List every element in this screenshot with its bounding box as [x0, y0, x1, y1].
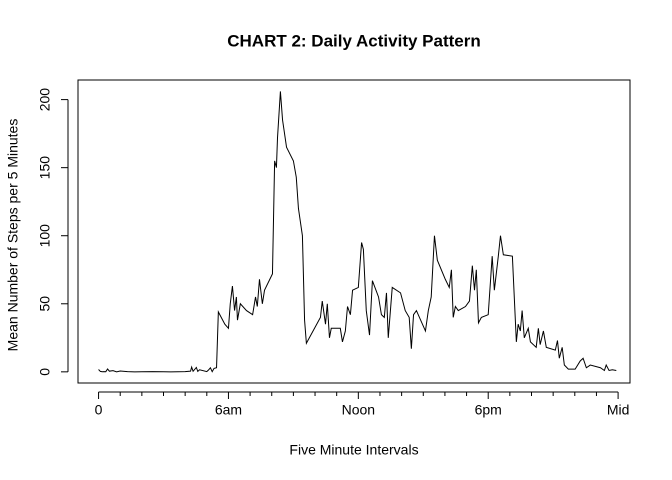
y-tick-label: 50 — [37, 296, 53, 312]
x-axis-label: Five Minute Intervals — [289, 442, 418, 458]
x-tick-label: 6am — [215, 402, 242, 418]
plot-frame — [77, 79, 631, 384]
x-tick-label: Mid — [607, 402, 630, 418]
y-tick-label: 200 — [37, 88, 53, 112]
y-axis-label: Mean Number of Steps per 5 Minutes — [5, 119, 21, 352]
chart-title: CHART 2: Daily Activity Pattern — [227, 31, 480, 50]
x-tick-label: Noon — [342, 402, 375, 418]
x-tick-label: 0 — [95, 402, 103, 418]
data-line — [98, 91, 617, 373]
y-tick-label: 100 — [37, 224, 53, 248]
y-tick-label: 0 — [37, 368, 53, 376]
x-tick-label: 6pm — [475, 402, 502, 418]
y-tick-label: 150 — [37, 156, 53, 180]
